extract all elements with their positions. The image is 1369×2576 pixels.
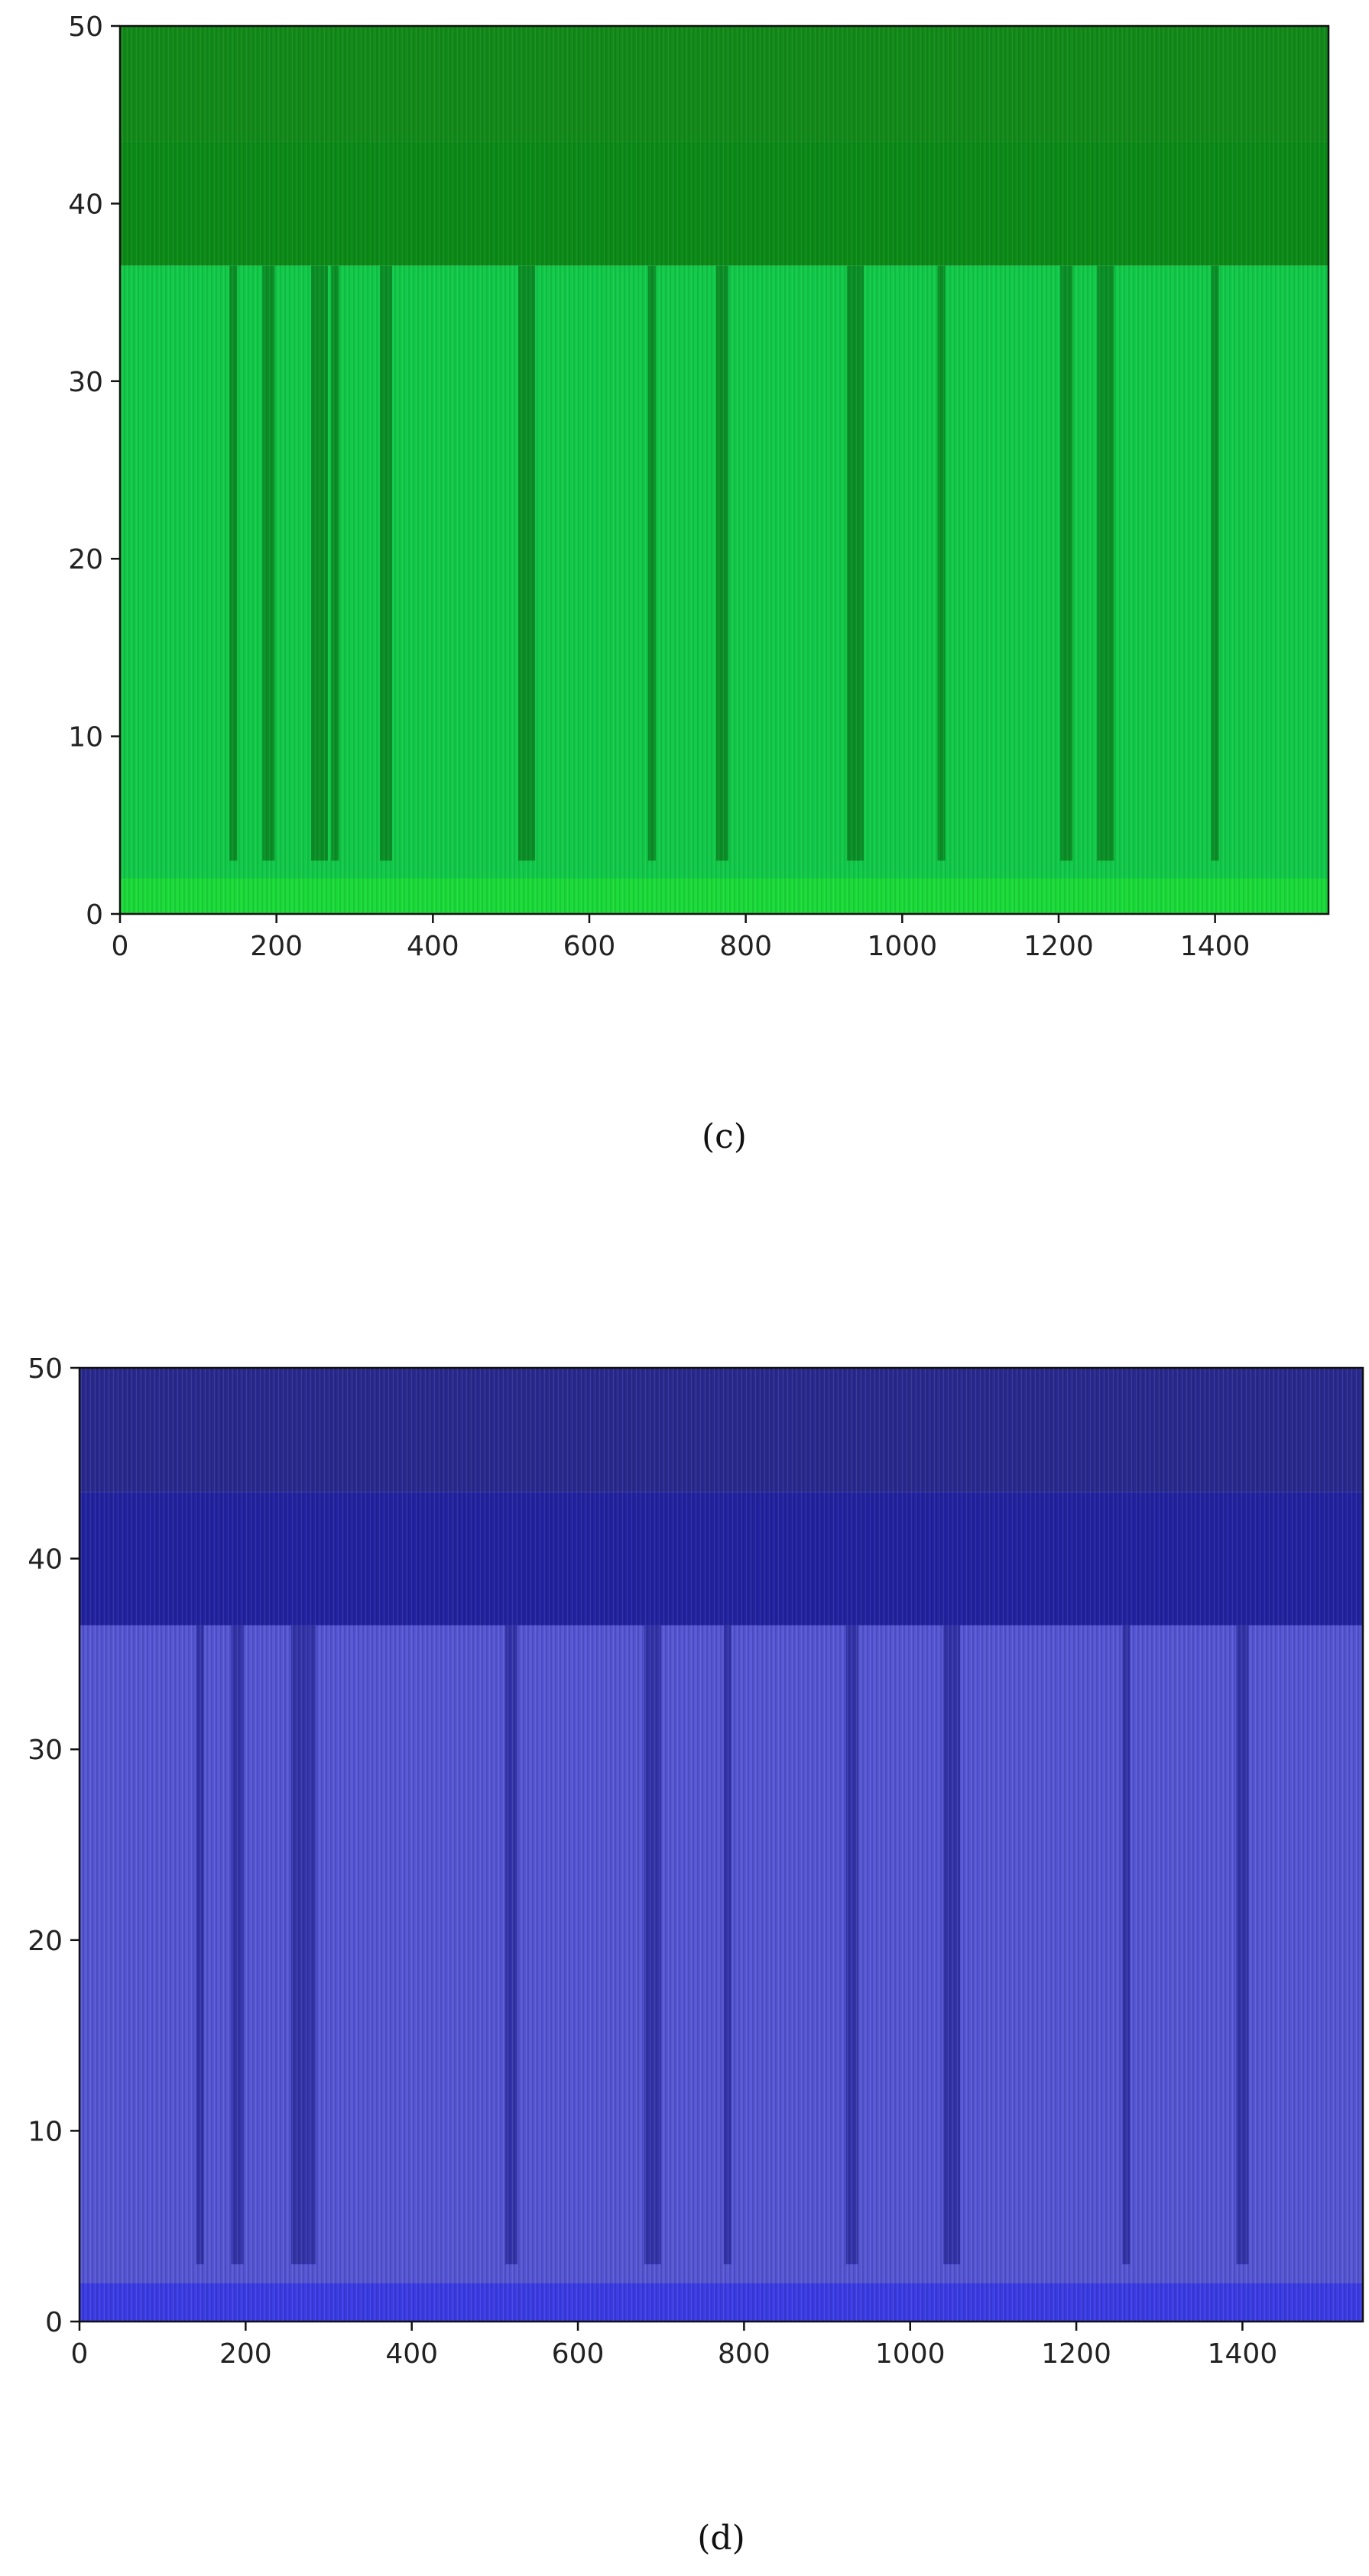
x-tick-label-c-6: 1200: [1024, 931, 1094, 962]
y-tick-label-c-4: 40: [68, 189, 103, 220]
y-axis-ticks-c: 0 10 20 30 40 50: [68, 11, 120, 931]
y-tick-label-d-5: 50: [28, 1353, 63, 1385]
y-axis-ticks-d: 0 10 20 30 40 50: [28, 1353, 79, 2338]
y-tick-label-c-3: 30: [68, 367, 103, 398]
x-tick-label-c-5: 1000: [867, 931, 937, 962]
x-tick-label-d-4: 800: [718, 2338, 770, 2370]
axes-frame-c: [118, 24, 1330, 915]
heatmap-plot-area-c: [120, 26, 1328, 914]
axes-frame-d: [78, 1366, 1364, 2323]
y-tick-label-d-0: 0: [45, 2307, 63, 2338]
x-tick-label-d-7: 1400: [1208, 2338, 1278, 2370]
x-axis-ticks-d: 0 200 400 600 800 1000 1200 1400: [71, 2322, 1278, 2370]
x-tick-label-d-6: 1200: [1041, 2338, 1111, 2370]
x-tick-label-d-0: 0: [71, 2338, 89, 2370]
x-tick-label-d-1: 200: [219, 2338, 272, 2370]
y-tick-label-d-4: 40: [28, 1544, 63, 1576]
x-tick-label-c-0: 0: [112, 931, 129, 962]
spectrogram-panel-c: 0 200 400 600 800 1000 1200 1400 0 10 20 30 40 50 (c…: [68, 11, 1330, 1156]
panel-caption-d: (d): [697, 2519, 745, 2558]
heatmap-texture-c: [120, 26, 1328, 914]
y-tick-label-c-2: 20: [68, 544, 103, 575]
y-tick-label-d-1: 10: [28, 2116, 63, 2147]
y-tick-label-d-3: 30: [28, 1735, 63, 1766]
heatmap-plot-area-d: [79, 1368, 1363, 2322]
x-tick-label-c-3: 600: [563, 931, 616, 962]
x-tick-label-c-2: 400: [407, 931, 459, 962]
x-tick-label-d-3: 600: [552, 2338, 605, 2370]
y-tick-label-c-5: 50: [68, 11, 103, 43]
x-tick-label-c-7: 1400: [1180, 931, 1251, 962]
y-tick-label-d-2: 20: [28, 1926, 63, 1957]
x-tick-label-d-2: 400: [385, 2338, 438, 2370]
x-tick-label-c-4: 800: [719, 931, 772, 962]
heatmap-texture-d: [79, 1368, 1363, 2322]
y-tick-label-c-1: 10: [68, 722, 103, 753]
x-tick-label-c-1: 200: [250, 931, 303, 962]
x-tick-label-d-5: 1000: [875, 2338, 946, 2370]
x-axis-ticks-c: 0 200 400 600 800 1000 1200 1400: [112, 914, 1251, 962]
y-tick-label-c-0: 0: [86, 899, 103, 931]
spectrogram-panel-d: 0 200 400 600 800 1000 1200 1400 0 10 20 30 40 50 (d…: [28, 1353, 1364, 2558]
panel-caption-c: (c): [702, 1117, 747, 1156]
